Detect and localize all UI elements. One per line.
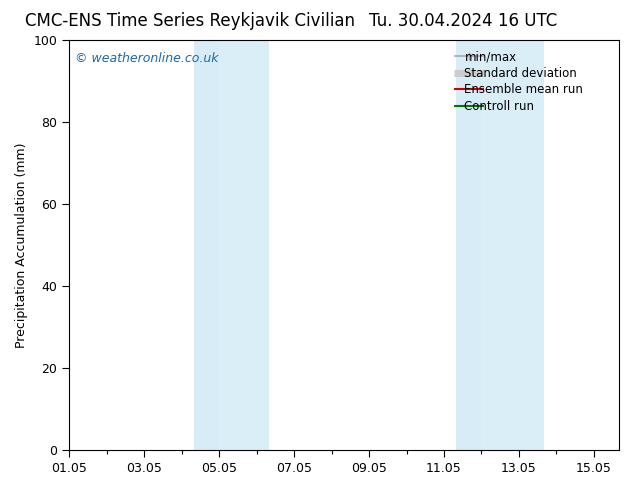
Text: CMC-ENS Time Series Reykjavik Civilian: CMC-ENS Time Series Reykjavik Civilian: [25, 12, 355, 30]
Text: Tu. 30.04.2024 16 UTC: Tu. 30.04.2024 16 UTC: [369, 12, 557, 30]
Y-axis label: Precipitation Accumulation (mm): Precipitation Accumulation (mm): [15, 142, 28, 347]
Text: © weatheronline.co.uk: © weatheronline.co.uk: [75, 52, 218, 65]
Bar: [456, 40, 481, 450]
Bar: [194, 40, 219, 450]
Bar: [219, 40, 269, 450]
Bar: [481, 40, 544, 450]
Legend: min/max, Standard deviation, Ensemble mean run, Controll run: min/max, Standard deviation, Ensemble me…: [450, 46, 613, 118]
